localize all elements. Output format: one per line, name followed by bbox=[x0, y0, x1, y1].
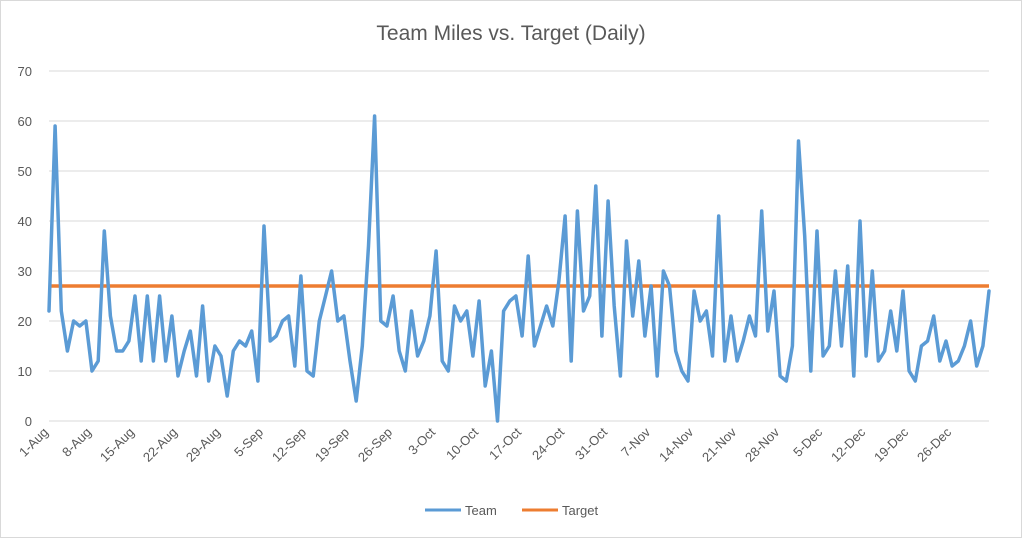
chart-title: Team Miles vs. Target (Daily) bbox=[376, 22, 645, 45]
y-tick-label: 50 bbox=[18, 164, 32, 179]
y-tick-label: 70 bbox=[18, 64, 32, 79]
legend: Team Target bbox=[425, 503, 599, 518]
x-tick-label: 22-Aug bbox=[140, 425, 180, 465]
x-tick-label: 12-Dec bbox=[828, 424, 869, 465]
x-tick-label: 5-Dec bbox=[790, 424, 825, 459]
y-tick-label: 0 bbox=[25, 414, 32, 429]
y-tick-label: 60 bbox=[18, 114, 32, 129]
legend-team-label: Team bbox=[465, 503, 497, 518]
series-team-line bbox=[47, 114, 991, 423]
x-tick-label: 15-Aug bbox=[97, 425, 137, 465]
y-tick-label: 40 bbox=[18, 214, 32, 229]
x-tick-label: 1-Aug bbox=[16, 425, 51, 460]
x-tick-label: 31-Oct bbox=[572, 424, 610, 462]
x-tick-label: 24-Oct bbox=[529, 424, 567, 462]
x-tick-label: 7-Nov bbox=[618, 424, 653, 459]
x-tick-label: 29-Aug bbox=[183, 425, 223, 465]
x-tick-label: 21-Nov bbox=[699, 424, 740, 465]
x-tick-label: 19-Sep bbox=[312, 425, 352, 465]
y-tick-label: 30 bbox=[18, 264, 32, 279]
y-tick-label: 10 bbox=[18, 364, 32, 379]
y-tick-label: 20 bbox=[18, 314, 32, 329]
x-tick-label: 28-Nov bbox=[742, 424, 783, 465]
x-axis-ticks: 1-Aug 8-Aug 15-Aug 22-Aug 29-Aug 5-Sep 12-Sep 1… bbox=[16, 424, 955, 465]
y-axis-ticks: 0 10 20 30 40 50 60 70 bbox=[18, 64, 32, 429]
x-tick-label: 10-Oct bbox=[443, 424, 481, 462]
x-tick-label: 26-Sep bbox=[355, 425, 395, 465]
x-tick-label: 14-Nov bbox=[656, 424, 697, 465]
x-tick-label: 8-Aug bbox=[59, 425, 94, 460]
x-tick-label: 5-Sep bbox=[231, 425, 266, 460]
x-tick-label: 3-Oct bbox=[405, 424, 438, 457]
series-layer bbox=[47, 114, 991, 423]
x-tick-label: 12-Sep bbox=[269, 425, 309, 465]
x-tick-label: 26-Dec bbox=[914, 424, 955, 465]
x-tick-label: 19-Dec bbox=[871, 424, 912, 465]
legend-target-label: Target bbox=[562, 503, 599, 518]
x-tick-label: 17-Oct bbox=[486, 424, 524, 462]
grid-layer bbox=[49, 70, 989, 422]
